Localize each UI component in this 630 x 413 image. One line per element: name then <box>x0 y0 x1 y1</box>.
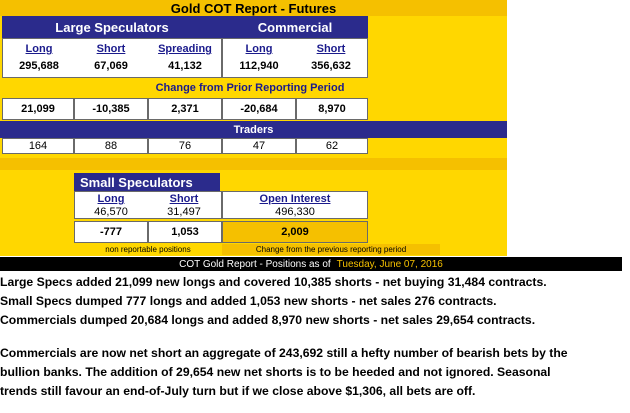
open-interest-label: Open Interest <box>259 193 331 205</box>
large-speculators-box <box>2 38 222 78</box>
open-interest-change: 2,009 <box>222 221 368 243</box>
commentary-line-1: Large Specs added 21,099 new longs and c… <box>0 275 547 289</box>
traders-ls-long: 164 <box>2 138 74 154</box>
ls-long-value: 295,688 <box>19 60 59 72</box>
traders-ls-spreading: 76 <box>148 138 222 154</box>
small-speculators-header: Small Speculators <box>74 173 220 191</box>
small-speculators-box <box>74 191 222 219</box>
com-short-label: Short <box>316 43 346 55</box>
commercial-header: Commercial <box>222 16 368 38</box>
commentary-line-6: trends still favour an end-of-July turn … <box>0 384 476 398</box>
large-speculators-header: Large Speculators <box>2 16 222 38</box>
traders-header: Traders <box>0 121 507 138</box>
commentary-line-3: Commercials dumped 20,684 longs and adde… <box>0 313 536 327</box>
change-com-long: -20,684 <box>222 98 296 120</box>
change-ls-long: 21,099 <box>2 98 74 120</box>
footer-date: Tuesday, June 07, 2016 <box>336 258 443 270</box>
ss-short-value: 31,497 <box>167 205 201 218</box>
separator-bar <box>0 158 507 170</box>
note-nonreportable: non reportable positions <box>105 245 191 254</box>
ls-short-label: Short <box>96 43 126 55</box>
traders-ls-short: 88 <box>74 138 148 154</box>
change-ls-short: -10,385 <box>74 98 148 120</box>
ls-spreading-label: Spreading <box>158 43 212 55</box>
ss-change-short: 1,053 <box>148 221 222 243</box>
ss-short-label: Short <box>169 193 199 205</box>
com-short-value: 356,632 <box>311 60 351 72</box>
com-long-label: Long <box>245 43 273 55</box>
open-interest-box <box>222 191 368 219</box>
commentary-line-5: bullion banks. The addition of 29,654 ne… <box>0 365 551 379</box>
footer-label: COT Gold Report - Positions as of <box>179 258 331 270</box>
report-title: Gold COT Report - Futures <box>0 0 507 16</box>
traders-com-short: 62 <box>296 138 368 154</box>
note-change: Change from the previous reporting perio… <box>222 244 440 255</box>
ls-spreading-value: 41,132 <box>168 60 202 72</box>
change-com-short: 8,970 <box>296 98 368 120</box>
change-header: Change from Prior Reporting Period <box>155 82 345 94</box>
ls-long-label: Long <box>25 43 53 55</box>
ss-long-label: Long <box>97 193 125 205</box>
footer-bar: COT Gold Report - Positions as of Tuesda… <box>0 257 622 271</box>
ss-change-long: -777 <box>74 221 148 243</box>
open-interest-value: 496,330 <box>275 205 315 218</box>
change-ls-spreading: 2,371 <box>148 98 222 120</box>
ss-long-value: 46,570 <box>94 205 128 218</box>
commercial-box <box>222 38 368 78</box>
commentary-line-4: Commercials are now net short an aggrega… <box>0 346 568 360</box>
ls-short-value: 67,069 <box>94 60 128 72</box>
com-long-value: 112,940 <box>239 60 279 72</box>
traders-com-long: 47 <box>222 138 296 154</box>
commentary-line-2: Small Specs dumped 777 longs and added 1… <box>0 294 497 308</box>
